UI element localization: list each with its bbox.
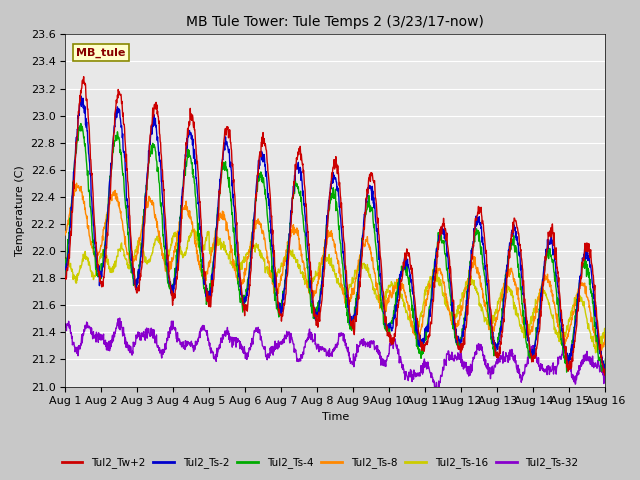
Legend: Tul2_Tw+2, Tul2_Ts-2, Tul2_Ts-4, Tul2_Ts-8, Tul2_Ts-16, Tul2_Ts-32: Tul2_Tw+2, Tul2_Ts-2, Tul2_Ts-4, Tul2_Ts… xyxy=(58,453,582,472)
X-axis label: Time: Time xyxy=(322,412,349,422)
Title: MB Tule Tower: Tule Temps 2 (3/23/17-now): MB Tule Tower: Tule Temps 2 (3/23/17-now… xyxy=(186,15,484,29)
Text: MB_tule: MB_tule xyxy=(76,48,125,58)
Y-axis label: Temperature (C): Temperature (C) xyxy=(15,165,25,256)
